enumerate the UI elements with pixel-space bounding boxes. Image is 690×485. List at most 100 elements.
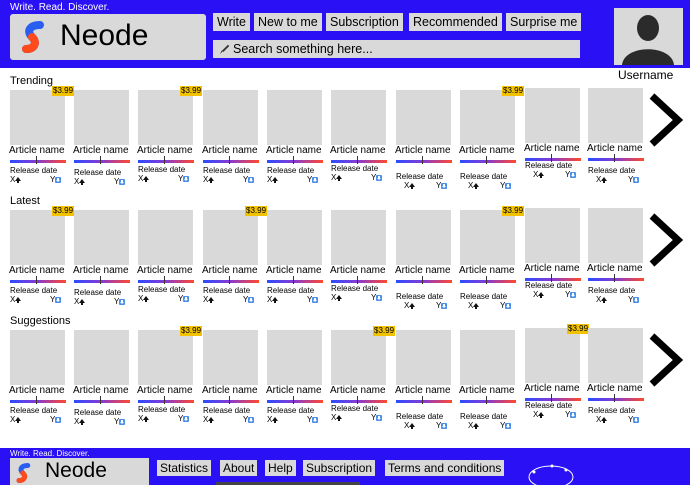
arrow-up-icon[interactable]	[143, 176, 150, 182]
arrow-down-icon[interactable]	[312, 417, 319, 423]
article-card[interactable]: Article name Release date X Y	[137, 210, 194, 310]
article-name[interactable]: Article name	[395, 265, 451, 276]
arrow-down-icon[interactable]	[119, 419, 126, 425]
article-name[interactable]: Article name	[9, 385, 65, 396]
article-thumbnail[interactable]	[74, 330, 129, 385]
arrow-down-icon[interactable]	[183, 296, 190, 302]
arrow-down-icon[interactable]	[376, 175, 383, 181]
article-name[interactable]: Article name	[137, 145, 193, 156]
arrow-down-icon[interactable]	[633, 297, 640, 303]
arrow-up-icon[interactable]	[601, 297, 608, 303]
article-name[interactable]: Article name	[395, 385, 451, 396]
article-thumbnail[interactable]	[331, 90, 386, 145]
rating-bar[interactable]	[525, 398, 581, 401]
arrow-down-icon[interactable]	[505, 303, 512, 309]
arrow-up-icon[interactable]	[409, 303, 416, 309]
article-thumbnail[interactable]	[203, 210, 258, 265]
arrow-down-icon[interactable]	[376, 415, 383, 421]
article-name[interactable]: Article name	[137, 265, 193, 276]
article-card[interactable]: Article name Release date X Y	[73, 330, 130, 430]
arrow-up-icon[interactable]	[272, 177, 279, 183]
rating-bar[interactable]	[396, 400, 452, 403]
article-name[interactable]: Article name	[266, 145, 322, 156]
arrow-down-icon[interactable]	[505, 183, 512, 189]
nav-write[interactable]: Write	[213, 13, 250, 31]
rating-bar[interactable]	[396, 160, 452, 163]
article-thumbnail[interactable]	[74, 90, 129, 145]
rating-marker[interactable]	[357, 276, 358, 284]
article-card[interactable]: $3.99 Article name Release date X Y	[524, 324, 590, 428]
arrow-up-icon[interactable]	[538, 172, 545, 178]
article-card[interactable]: Article name Release date X Y	[266, 210, 323, 310]
article-thumbnail[interactable]	[10, 90, 65, 145]
article-thumbnail[interactable]	[588, 208, 643, 263]
arrow-down-icon[interactable]	[55, 297, 62, 303]
article-card[interactable]: Article name Release date X Y	[9, 330, 66, 430]
arrow-down-icon[interactable]	[55, 177, 62, 183]
rating-marker[interactable]	[551, 274, 552, 282]
rating-bar[interactable]	[74, 400, 130, 403]
article-thumbnail[interactable]	[525, 328, 580, 383]
article-name[interactable]: Article name	[459, 385, 515, 396]
article-card[interactable]: $3.99 Article name Release date X Y	[137, 86, 203, 190]
article-card[interactable]: $3.99 Article name Release date X Y	[137, 326, 203, 430]
arrow-up-icon[interactable]	[272, 417, 279, 423]
username[interactable]: Username	[618, 68, 674, 82]
article-name[interactable]: Article name	[524, 263, 580, 274]
rating-bar[interactable]	[74, 280, 130, 283]
rating-marker[interactable]	[100, 396, 101, 404]
article-thumbnail[interactable]	[460, 210, 515, 265]
arrow-down-icon[interactable]	[248, 177, 255, 183]
article-name[interactable]: Article name	[73, 145, 129, 156]
rating-bar[interactable]	[74, 160, 130, 163]
rating-bar[interactable]	[331, 400, 387, 403]
article-card[interactable]: Article name Release date X Y	[395, 210, 452, 310]
rating-bar[interactable]	[331, 160, 387, 163]
article-thumbnail[interactable]	[525, 208, 580, 263]
nav-subscription[interactable]: Subscription	[326, 13, 403, 31]
arrow-up-icon[interactable]	[473, 183, 480, 189]
arrow-up-icon[interactable]	[601, 417, 608, 423]
rating-marker[interactable]	[422, 396, 423, 404]
rating-marker[interactable]	[614, 154, 615, 162]
rating-marker[interactable]	[36, 276, 37, 284]
rating-bar[interactable]	[267, 280, 323, 283]
article-thumbnail[interactable]	[74, 210, 129, 265]
rating-bar[interactable]	[267, 160, 323, 163]
rating-bar[interactable]	[588, 398, 644, 401]
rating-bar[interactable]	[396, 280, 452, 283]
arrow-down-icon[interactable]	[633, 177, 640, 183]
arrow-up-icon[interactable]	[409, 423, 416, 429]
footer-scroll-handle[interactable]	[216, 482, 360, 485]
article-card[interactable]: Article name Release date X Y	[587, 208, 644, 308]
rating-marker[interactable]	[229, 396, 230, 404]
arrow-up-icon[interactable]	[473, 423, 480, 429]
rating-bar[interactable]	[460, 280, 516, 283]
article-card[interactable]: $3.99 Article name Release date X Y	[9, 86, 75, 190]
article-card[interactable]: Article name Release date X Y	[266, 330, 323, 430]
article-thumbnail[interactable]	[138, 330, 193, 385]
arrow-down-icon[interactable]	[570, 172, 577, 178]
arrow-up-icon[interactable]	[538, 292, 545, 298]
rating-marker[interactable]	[551, 154, 552, 162]
article-card[interactable]: $3.99 Article name Release date X Y	[9, 206, 75, 310]
arrow-up-icon[interactable]	[15, 177, 22, 183]
article-name[interactable]: Article name	[524, 383, 580, 394]
article-name[interactable]: Article name	[330, 265, 386, 276]
article-name[interactable]: Article name	[202, 145, 258, 156]
arrow-up-icon[interactable]	[79, 179, 86, 185]
article-thumbnail[interactable]	[396, 90, 451, 145]
arrow-down-icon[interactable]	[119, 179, 126, 185]
article-name[interactable]: Article name	[587, 143, 643, 154]
rating-marker[interactable]	[614, 274, 615, 282]
article-name[interactable]: Article name	[395, 145, 451, 156]
arrow-down-icon[interactable]	[183, 416, 190, 422]
article-name[interactable]: Article name	[459, 145, 515, 156]
rating-marker[interactable]	[100, 156, 101, 164]
arrow-down-icon[interactable]	[376, 295, 383, 301]
article-card[interactable]: Article name Release date X Y	[587, 88, 644, 188]
footer-link-help[interactable]: Help	[265, 460, 296, 476]
arrow-up-icon[interactable]	[79, 419, 86, 425]
article-thumbnail[interactable]	[267, 210, 322, 265]
rating-marker[interactable]	[422, 276, 423, 284]
